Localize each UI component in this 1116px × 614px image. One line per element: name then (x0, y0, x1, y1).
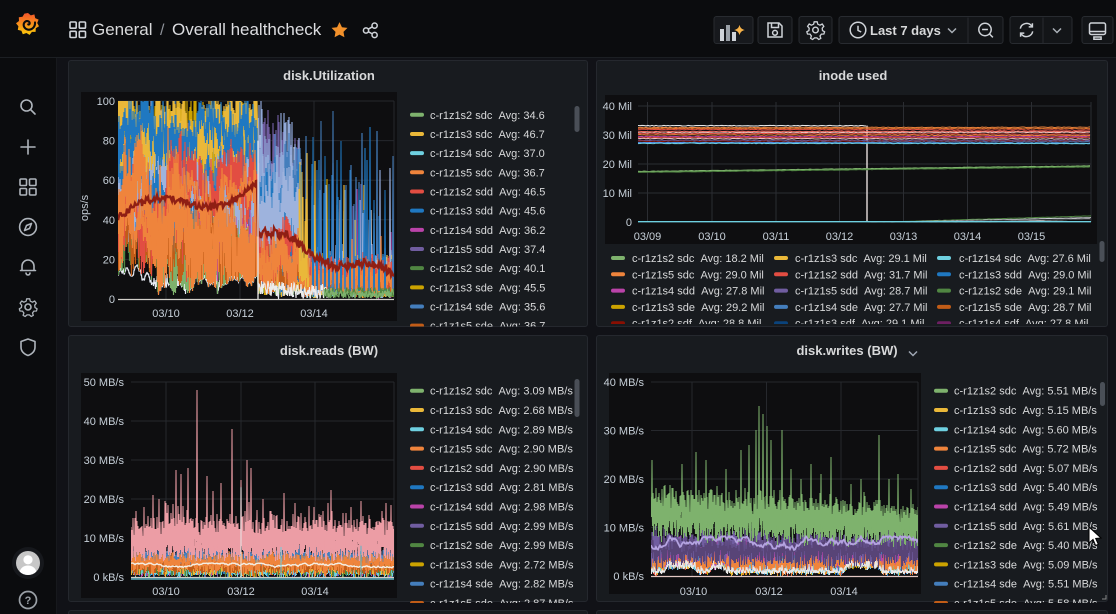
svg-text:80: 80 (103, 136, 115, 148)
svg-text:/: / (160, 22, 165, 39)
svg-text:c-r1z1s4 sdd Avg: 27.8 Mil: c-r1z1s4 sdd Avg: 27.8 Mil (632, 286, 764, 298)
svg-text:c-r1z1s2 sde Avg: 40.1: c-r1z1s2 sde Avg: 40.1 (430, 263, 545, 275)
svg-text:c-r1z1s5 sde Avg: 36.7: c-r1z1s5 sde Avg: 36.7 (430, 321, 545, 328)
svg-text:c-r1z1s2 sde Avg: 5.40 MB/s: c-r1z1s2 sde Avg: 5.40 MB/s (954, 540, 1098, 552)
svg-text:03/10: 03/10 (680, 586, 708, 598)
svg-text:c-r1z1s3 sdc Avg: 46.7: c-r1z1s3 sdc Avg: 46.7 (430, 129, 545, 141)
svg-text:03/12: 03/12 (826, 231, 854, 243)
svg-text:disk.reads (BW): disk.reads (BW) (280, 343, 378, 358)
svg-text:c-r1z1s2 sdd Avg: 2.90 MB/s: c-r1z1s2 sdd Avg: 2.90 MB/s (430, 463, 574, 475)
svg-text:03/12: 03/12 (226, 308, 254, 320)
svg-text:50 MB/s: 50 MB/s (84, 377, 125, 389)
svg-text:c-r1z1s3 sdf Avg: 29.1 Mil: c-r1z1s3 sdf Avg: 29.1 Mil (795, 318, 924, 328)
svg-text:inode used: inode used (819, 68, 888, 83)
svg-text:40 Mil: 40 Mil (603, 101, 632, 113)
svg-text:ops/s: ops/s (79, 194, 91, 221)
svg-text:c-r1z1s4 sdc Avg: 2.89 MB/s: c-r1z1s4 sdc Avg: 2.89 MB/s (430, 424, 573, 436)
svg-text:c-r1z1s4 sdf Avg: 27.8 Mil: c-r1z1s4 sdf Avg: 27.8 Mil (959, 318, 1088, 328)
svg-text:c-r1z1s3 sde Avg: 29.2 Mil: c-r1z1s3 sde Avg: 29.2 Mil (632, 302, 764, 314)
svg-text:30 Mil: 30 Mil (603, 130, 632, 142)
svg-text:c-r1z1s3 sdd Avg: 2.81 MB/s: c-r1z1s3 sdd Avg: 2.81 MB/s (430, 482, 574, 494)
svg-text:c-r1z1s5 sdc Avg: 29.0 Mil: c-r1z1s5 sdc Avg: 29.0 Mil (632, 269, 764, 281)
svg-text:03/10: 03/10 (698, 231, 726, 243)
svg-text:20 MB/s: 20 MB/s (84, 494, 125, 506)
svg-text:c-r1z1s3 sdd Avg: 29.0 Mil: c-r1z1s3 sdd Avg: 29.0 Mil (959, 269, 1091, 281)
svg-text:03/10: 03/10 (152, 308, 180, 320)
svg-text:c-r1z1s3 sde Avg: 5.09 MB/s: c-r1z1s3 sde Avg: 5.09 MB/s (954, 559, 1098, 571)
svg-text:c-r1z1s5 sdc Avg: 2.90 MB/s: c-r1z1s5 sdc Avg: 2.90 MB/s (430, 444, 573, 456)
svg-text:40: 40 (103, 215, 115, 227)
svg-text:20 MB/s: 20 MB/s (604, 474, 645, 486)
svg-text:c-r1z1s2 sde Avg: 2.99 MB/s: c-r1z1s2 sde Avg: 2.99 MB/s (430, 540, 574, 552)
svg-text:c-r1z1s4 sde Avg: 35.6: c-r1z1s4 sde Avg: 35.6 (430, 302, 545, 314)
svg-text:c-r1z1s5 sdc Avg: 5.72 MB/s: c-r1z1s5 sdc Avg: 5.72 MB/s (954, 444, 1097, 456)
svg-text:03/14: 03/14 (300, 308, 328, 320)
svg-text:c-r1z1s5 sdd Avg: 2.99 MB/s: c-r1z1s5 sdd Avg: 2.99 MB/s (430, 521, 574, 533)
svg-text:c-r1z1s5 sdc Avg: 36.7: c-r1z1s5 sdc Avg: 36.7 (430, 167, 545, 179)
svg-text:c-r1z1s2 sdc Avg: 5.51 MB/s: c-r1z1s2 sdc Avg: 5.51 MB/s (954, 386, 1097, 398)
svg-text:c-r1z1s2 sdd Avg: 31.7 Mil: c-r1z1s2 sdd Avg: 31.7 Mil (795, 269, 927, 281)
svg-text:20: 20 (103, 254, 115, 266)
svg-text:c-r1z1s4 sdc Avg: 27.6 Mil: c-r1z1s4 sdc Avg: 27.6 Mil (959, 253, 1091, 265)
svg-text:0 kB/s: 0 kB/s (613, 571, 644, 583)
svg-text:Last 7 days: Last 7 days (870, 23, 941, 38)
svg-text:c-r1z1s5 sde Avg: 28.7 Mil: c-r1z1s5 sde Avg: 28.7 Mil (959, 302, 1091, 314)
svg-text:c-r1z1s4 sdc Avg: 5.60 MB/s: c-r1z1s4 sdc Avg: 5.60 MB/s (954, 424, 1097, 436)
svg-text:03/15: 03/15 (1018, 231, 1046, 243)
svg-text:c-r1z1s2 sdd Avg: 5.07 MB/s: c-r1z1s2 sdd Avg: 5.07 MB/s (954, 463, 1098, 475)
svg-text:c-r1z1s3 sdc Avg: 2.68 MB/s: c-r1z1s3 sdc Avg: 2.68 MB/s (430, 405, 573, 417)
svg-text:20 Mil: 20 Mil (603, 159, 632, 171)
svg-text:0: 0 (626, 217, 632, 229)
svg-text:03/14: 03/14 (301, 586, 329, 598)
svg-text:?: ? (25, 595, 32, 607)
svg-text:disk.Utilization: disk.Utilization (283, 68, 375, 83)
svg-text:disk.writes (BW): disk.writes (BW) (796, 343, 897, 358)
svg-text:c-r1z1s5 sdd Avg: 28.7 Mil: c-r1z1s5 sdd Avg: 28.7 Mil (795, 286, 927, 298)
svg-text:0: 0 (109, 294, 115, 306)
svg-text:c-r1z1s4 sdd Avg: 2.98 MB/s: c-r1z1s4 sdd Avg: 2.98 MB/s (430, 502, 574, 514)
svg-text:c-r1z1s3 sdd Avg: 45.6: c-r1z1s3 sdd Avg: 45.6 (430, 206, 545, 218)
svg-text:c-r1z1s2 sdc Avg: 3.09 MB/s: c-r1z1s2 sdc Avg: 3.09 MB/s (430, 386, 573, 398)
svg-text:30 MB/s: 30 MB/s (604, 426, 645, 438)
svg-text:c-r1z1s4 sde Avg: 5.51 MB/s: c-r1z1s4 sde Avg: 5.51 MB/s (954, 579, 1098, 591)
svg-text:c-r1z1s2 sdc Avg: 34.6: c-r1z1s2 sdc Avg: 34.6 (430, 110, 545, 122)
svg-text:c-r1z1s4 sdd Avg: 5.49 MB/s: c-r1z1s4 sdd Avg: 5.49 MB/s (954, 502, 1098, 514)
svg-text:03/10: 03/10 (152, 586, 180, 598)
svg-text:Overall healthcheck: Overall healthcheck (172, 20, 322, 39)
svg-text:30 MB/s: 30 MB/s (84, 455, 125, 467)
svg-text:03/14: 03/14 (954, 231, 982, 243)
svg-text:03/12: 03/12 (755, 586, 783, 598)
svg-text:10 MB/s: 10 MB/s (604, 523, 645, 535)
svg-text:10 MB/s: 10 MB/s (84, 533, 125, 545)
svg-text:0 kB/s: 0 kB/s (93, 572, 124, 584)
svg-text:c-r1z1s5 sdd Avg: 37.4: c-r1z1s5 sdd Avg: 37.4 (430, 244, 545, 256)
svg-text:40 MB/s: 40 MB/s (604, 377, 645, 389)
svg-text:03/14: 03/14 (830, 586, 858, 598)
svg-text:10 Mil: 10 Mil (603, 188, 632, 200)
svg-text:c-r1z1s4 sde Avg: 27.7 Mil: c-r1z1s4 sde Avg: 27.7 Mil (795, 302, 927, 314)
svg-text:c-r1z1s2 sdf Avg: 28.8 Mil: c-r1z1s2 sdf Avg: 28.8 Mil (632, 318, 761, 328)
svg-text:03/11: 03/11 (763, 231, 790, 243)
svg-text:c-r1z1s5 sdd Avg: 5.61 MB/s: c-r1z1s5 sdd Avg: 5.61 MB/s (954, 521, 1098, 533)
svg-text:c-r1z1s2 sdc Avg: 18.2 Mil: c-r1z1s2 sdc Avg: 18.2 Mil (632, 253, 764, 265)
svg-text:c-r1z1s3 sdc Avg: 5.15 MB/s: c-r1z1s3 sdc Avg: 5.15 MB/s (954, 405, 1097, 417)
svg-text:c-r1z1s5 sde Avg: 5.58 MB/s: c-r1z1s5 sde Avg: 5.58 MB/s (954, 598, 1098, 603)
svg-text:c-r1z1s2 sdd Avg: 46.5: c-r1z1s2 sdd Avg: 46.5 (430, 186, 545, 198)
svg-text:General: General (92, 20, 152, 39)
svg-text:40 MB/s: 40 MB/s (84, 416, 125, 428)
svg-text:c-r1z1s2 sde Avg: 29.1 Mil: c-r1z1s2 sde Avg: 29.1 Mil (959, 286, 1091, 298)
svg-text:c-r1z1s4 sdd Avg: 36.2: c-r1z1s4 sdd Avg: 36.2 (430, 225, 545, 237)
svg-text:60: 60 (103, 175, 115, 187)
svg-text:03/12: 03/12 (227, 586, 255, 598)
svg-text:c-r1z1s3 sde Avg: 45.5: c-r1z1s3 sde Avg: 45.5 (430, 282, 545, 294)
svg-text:c-r1z1s5 sde Avg: 2.87 MB/s: c-r1z1s5 sde Avg: 2.87 MB/s (430, 598, 574, 603)
svg-text:c-r1z1s4 sdc Avg: 37.0: c-r1z1s4 sdc Avg: 37.0 (430, 148, 545, 160)
svg-text:c-r1z1s4 sde Avg: 2.82 MB/s: c-r1z1s4 sde Avg: 2.82 MB/s (430, 579, 574, 591)
svg-text:03/13: 03/13 (890, 231, 918, 243)
svg-text:c-r1z1s3 sde Avg: 2.72 MB/s: c-r1z1s3 sde Avg: 2.72 MB/s (430, 559, 574, 571)
svg-text:03/09: 03/09 (634, 231, 662, 243)
svg-text:c-r1z1s3 sdc Avg: 29.1 Mil: c-r1z1s3 sdc Avg: 29.1 Mil (795, 253, 927, 265)
svg-text:100: 100 (97, 96, 115, 108)
svg-text:c-r1z1s3 sdd Avg: 5.40 MB/s: c-r1z1s3 sdd Avg: 5.40 MB/s (954, 482, 1098, 494)
